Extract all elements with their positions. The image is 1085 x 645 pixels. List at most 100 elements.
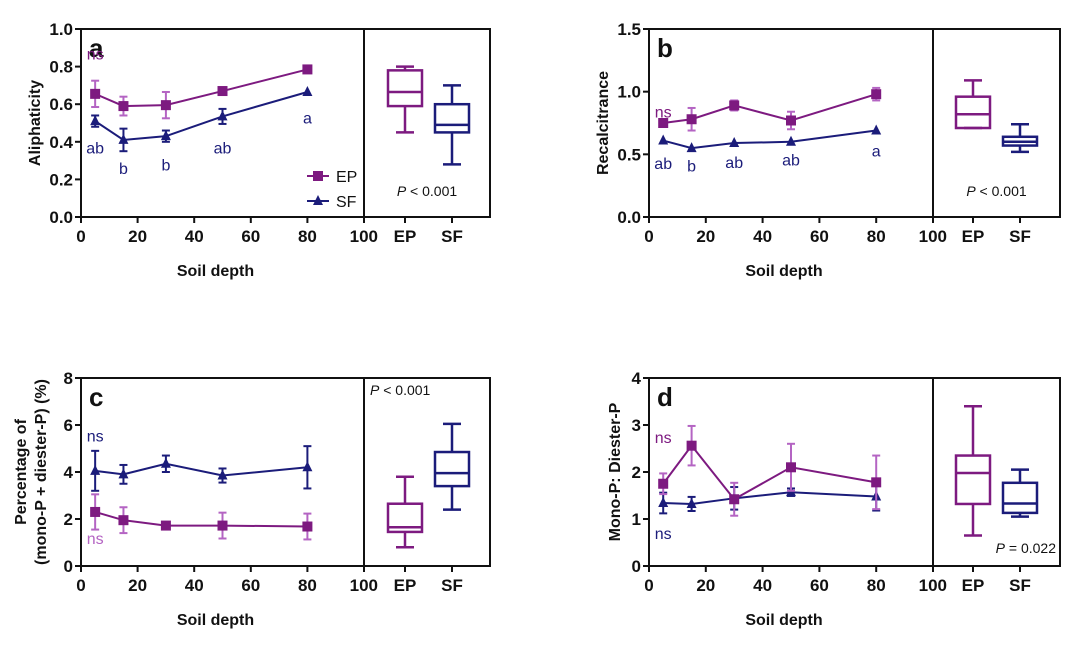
y-tick-label: 0.0 xyxy=(49,208,73,227)
data-point-triangle xyxy=(90,464,101,475)
significance-label: ns xyxy=(87,531,104,548)
x-axis-label: Soil depth xyxy=(745,263,822,280)
x-tick-label: 80 xyxy=(867,227,886,246)
data-point-square xyxy=(118,515,129,526)
box-iqr xyxy=(954,95,992,130)
y-tick-label: 3 xyxy=(632,416,641,435)
data-point-square xyxy=(786,462,796,473)
data-point-square xyxy=(729,494,740,505)
p-value-text: P < 0.001 xyxy=(370,382,431,398)
series-line-sf xyxy=(662,129,877,150)
data-point-triangle xyxy=(302,85,313,96)
y-axis: 0.0 0.5 1.0 1.5 xyxy=(617,20,649,227)
boxplot-ep xyxy=(386,475,424,549)
significance-label: ab xyxy=(214,140,232,157)
box-x-tick-label: EP xyxy=(394,227,417,246)
box-iqr xyxy=(433,450,471,488)
legend: EP SF xyxy=(307,169,357,211)
x-tick-label: 80 xyxy=(298,227,317,246)
data-point-square xyxy=(729,100,740,111)
box-iqr xyxy=(1001,481,1039,515)
significance-label: a xyxy=(303,110,312,127)
box-x-tick-label: EP xyxy=(962,576,985,595)
data-point-triangle xyxy=(686,142,697,153)
y-axis: 0 1 2 3 4 xyxy=(632,369,649,576)
y-tick-label: 4 xyxy=(632,369,642,388)
data-point-square xyxy=(871,89,882,100)
data-point-triangle xyxy=(90,115,101,126)
y-tick-label: 2 xyxy=(632,463,641,482)
x-tick-label: 100 xyxy=(919,227,947,246)
data-point-triangle xyxy=(302,461,313,472)
data-point-square xyxy=(302,521,313,532)
y-tick-label: 1 xyxy=(632,510,641,529)
x-tick-label: 0 xyxy=(76,227,85,246)
significance-label: ab xyxy=(86,140,104,157)
data-point-square xyxy=(90,506,101,517)
box-x-tick-label: SF xyxy=(441,227,463,246)
x-tick-label: 40 xyxy=(753,227,772,246)
y-tick-label: 1.0 xyxy=(617,83,641,102)
x-tick-label: 20 xyxy=(696,576,715,595)
series-ep xyxy=(658,86,882,132)
panel-letter: c xyxy=(89,382,103,412)
y-tick-label: 6 xyxy=(64,416,73,435)
data-point-square xyxy=(871,477,882,488)
data-point-triangle xyxy=(786,135,796,146)
significance-label: ab xyxy=(654,156,672,173)
y-tick-label: 0.2 xyxy=(49,170,73,189)
y-axis-label-line2: (mono-P + diester-P) (%) xyxy=(33,379,50,565)
data-point-triangle xyxy=(217,110,228,121)
x-tick-label: 60 xyxy=(810,227,829,246)
x-tick-label: 40 xyxy=(753,576,772,595)
x-tick-label: 100 xyxy=(919,576,947,595)
y-axis-label-line1: Percentage of xyxy=(13,418,30,524)
series-sf xyxy=(90,85,313,153)
series-ep xyxy=(90,493,313,541)
y-axis-label: Mono-P: Diester-P xyxy=(607,402,624,541)
x-tick-label: 60 xyxy=(241,576,260,595)
x-tick-label: 20 xyxy=(128,227,147,246)
x-tick-label: 100 xyxy=(350,227,378,246)
legend-label-sf: SF xyxy=(336,194,357,211)
y-tick-label: 0.6 xyxy=(49,95,73,114)
x-tick-label: 0 xyxy=(644,227,653,246)
box-iqr xyxy=(386,502,424,534)
boxplot-sf xyxy=(433,84,471,166)
series-line-sf xyxy=(663,491,877,505)
data-point-square xyxy=(217,520,228,531)
x-tick-label: 40 xyxy=(185,576,204,595)
significance-label: b xyxy=(161,157,170,174)
p-symbol: P xyxy=(370,382,380,398)
data-point-square xyxy=(118,101,129,112)
p-value: = 0.022 xyxy=(1005,540,1056,556)
x-axis-label: Soil depth xyxy=(177,263,254,280)
y-tick-label: 8 xyxy=(64,369,73,388)
panel-letter: b xyxy=(657,33,673,63)
panel-letter: a xyxy=(89,33,104,63)
y-tick-label: 4 xyxy=(64,463,74,482)
box-x-tick-label: SF xyxy=(441,576,463,595)
x-tick-label: 100 xyxy=(350,576,378,595)
x-axis-label: Soil depth xyxy=(745,612,822,629)
data-point-triangle xyxy=(118,468,129,479)
data-point-square xyxy=(686,114,697,125)
data-point-triangle xyxy=(871,124,882,135)
series-sf xyxy=(658,481,882,515)
data-point-triangle xyxy=(160,457,171,468)
boxplot-sf xyxy=(1001,123,1039,154)
boxplot-frame xyxy=(363,28,491,218)
box-x-tick-label: EP xyxy=(394,576,417,595)
x-tick-label: 20 xyxy=(696,227,715,246)
y-axis-label: Aliphaticity xyxy=(27,80,44,166)
legend-label-ep: EP xyxy=(336,169,357,186)
significance-label: ab xyxy=(782,152,800,169)
data-point-square xyxy=(686,440,697,451)
p-symbol: P xyxy=(996,540,1006,556)
significance-label: ns xyxy=(87,429,104,446)
data-point-triangle xyxy=(729,137,740,148)
boxplot-ep xyxy=(954,404,992,537)
y-tick-label: 0.8 xyxy=(49,58,73,77)
